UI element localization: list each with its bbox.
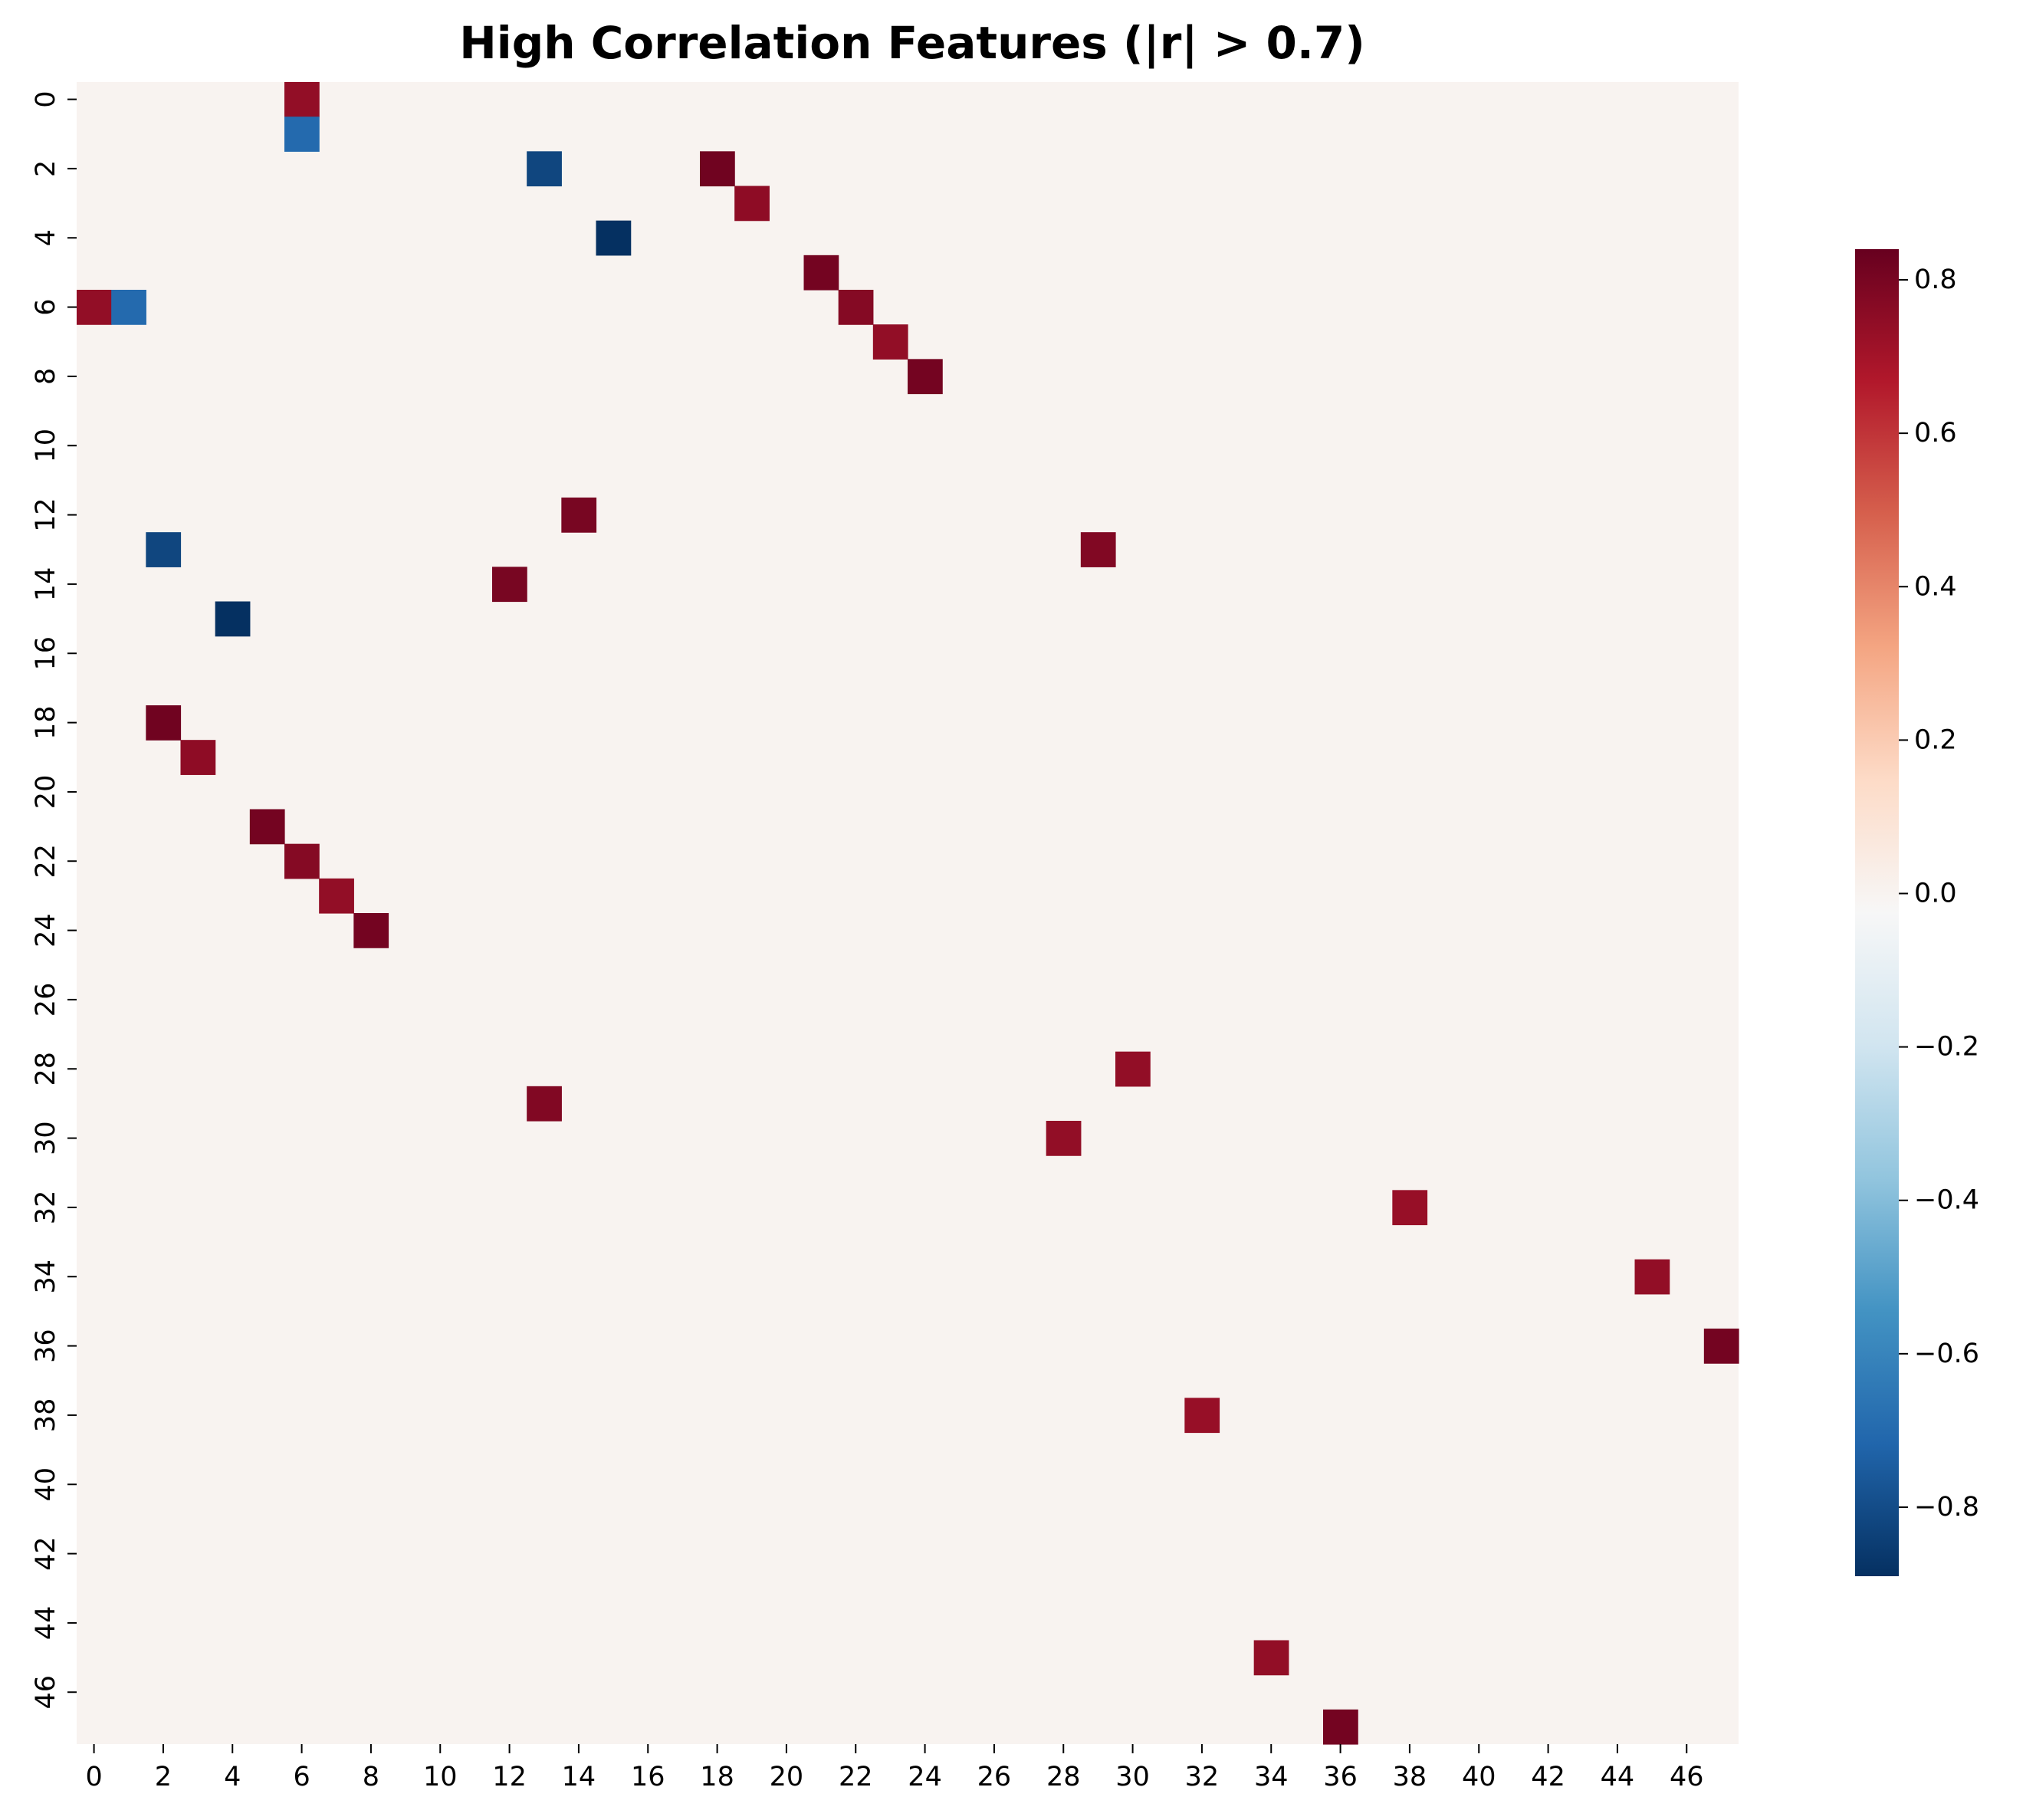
x-tick-label: 16 [631, 1762, 665, 1792]
heatmap-cell [700, 151, 735, 187]
x-tick-label: 42 [1531, 1762, 1565, 1792]
y-tick-label: 26 [31, 983, 61, 1017]
x-tick-label: 22 [839, 1762, 873, 1792]
heatmap-cell [1253, 1640, 1289, 1676]
x-tick-label: 28 [1046, 1762, 1081, 1792]
x-tick-label: 30 [1115, 1762, 1150, 1792]
heatmap-cell [908, 359, 943, 395]
colorbar: 0.8 0.6 0.4 0.2 0.0 −0.2 −0.4 −0.6 −0.8 [1855, 249, 1979, 1576]
y-tick-label: 14 [31, 567, 61, 602]
colorbar-tick-label: −0.2 [1914, 1032, 1979, 1063]
y-tick-label: 4 [31, 229, 61, 246]
heatmap-cell [872, 324, 908, 360]
x-tick-label: 36 [1323, 1762, 1358, 1792]
x-axis: 0 2 4 6 8 10 12 14 16 18 20 22 24 26 28 30 32 34 36 38 40 42 4… [85, 1744, 1704, 1792]
y-tick-label: 16 [31, 636, 61, 671]
colorbar-tick-label: 0.2 [1914, 724, 1957, 755]
y-tick-label: 28 [31, 1052, 61, 1086]
x-tick-label: 8 [363, 1762, 379, 1792]
heatmap-cell [284, 82, 320, 117]
x-tick-label: 18 [700, 1762, 734, 1792]
heatmap-cell [596, 220, 632, 256]
x-tick-label: 24 [908, 1762, 942, 1792]
heatmap-cell [77, 290, 112, 325]
heatmap-cell [215, 601, 251, 637]
y-tick-label: 20 [31, 775, 61, 810]
y-tick-label: 42 [31, 1536, 61, 1571]
y-tick-label: 36 [31, 1329, 61, 1363]
x-tick-label: 10 [423, 1762, 458, 1792]
y-tick-label: 2 [31, 160, 61, 177]
heatmap-cell [180, 740, 216, 775]
heatmap-cell [527, 1086, 562, 1122]
y-tick-label: 40 [31, 1467, 61, 1502]
heatmap-cell [1080, 532, 1116, 567]
y-tick-label: 22 [31, 844, 61, 879]
heatmap-cell [1392, 1190, 1428, 1226]
x-tick-label: 14 [562, 1762, 596, 1792]
x-tick-label: 0 [85, 1762, 102, 1792]
x-tick-label: 26 [977, 1762, 1012, 1792]
colorbar-tick-label: 0.8 [1914, 264, 1957, 295]
colorbar-tick-label: −0.6 [1914, 1339, 1979, 1369]
heatmap-cell [734, 186, 770, 222]
heatmap-cell [803, 255, 839, 291]
colorbar-tick-label: 0.4 [1914, 571, 1957, 602]
colorbar-tick-label: 0.0 [1914, 878, 1957, 908]
y-tick-label: 46 [31, 1675, 61, 1710]
y-tick-label: 34 [31, 1260, 61, 1294]
y-tick-label: 0 [31, 90, 61, 107]
y-tick-label: 30 [31, 1121, 61, 1155]
x-tick-label: 46 [1670, 1762, 1704, 1792]
heatmap-cell [838, 290, 874, 325]
heatmap-area [77, 82, 1739, 1745]
heatmap-cell [146, 532, 182, 567]
x-tick-label: 12 [492, 1762, 527, 1792]
chart-title: High Correlation Features (|r| > 0.7) [459, 17, 1364, 69]
y-tick-label: 8 [31, 368, 61, 385]
x-tick-label: 34 [1254, 1762, 1289, 1792]
colorbar-gradient [1855, 249, 1899, 1576]
y-tick-label: 10 [31, 429, 61, 463]
heatmap-cell [1703, 1329, 1739, 1364]
y-tick-label: 38 [31, 1398, 61, 1433]
heatmap-cell [146, 705, 182, 741]
y-axis: 0246810121416182022242628303234363840424… [31, 90, 77, 1710]
x-tick-label: 6 [293, 1762, 310, 1792]
x-tick-label: 44 [1601, 1762, 1635, 1792]
y-tick-label: 32 [31, 1191, 61, 1225]
x-tick-label: 2 [155, 1762, 172, 1792]
x-tick-label: 32 [1185, 1762, 1220, 1792]
y-tick-label: 6 [31, 298, 61, 315]
heatmap-cell [111, 290, 146, 325]
heatmap-cell [284, 117, 320, 152]
colorbar-tick-label: −0.4 [1914, 1185, 1979, 1216]
heatmap-cell [1634, 1259, 1670, 1295]
y-tick-label: 18 [31, 705, 61, 740]
x-tick-label: 38 [1393, 1762, 1427, 1792]
heatmap-cell [527, 151, 562, 187]
y-tick-label: 12 [31, 498, 61, 532]
y-tick-label: 44 [31, 1606, 61, 1641]
heatmap-cell [284, 843, 320, 879]
x-tick-label: 4 [224, 1762, 241, 1792]
heatmap-cell [492, 567, 527, 603]
x-tick-label: 20 [770, 1762, 804, 1792]
heatmap-cell [319, 878, 354, 914]
heatmap-cell [1184, 1398, 1220, 1434]
heatmap-cell [1046, 1121, 1082, 1156]
y-tick-label: 24 [31, 913, 61, 948]
heatmap-cell [353, 913, 389, 948]
heatmap-cell [1323, 1709, 1358, 1745]
heatmap-cell [1115, 1051, 1151, 1087]
colorbar-tick-label: 0.6 [1914, 418, 1957, 448]
heatmap-cell [249, 809, 285, 845]
x-tick-label: 40 [1462, 1762, 1496, 1792]
heatmap-cell [561, 498, 597, 533]
colorbar-tick-label: −0.8 [1914, 1492, 1979, 1523]
